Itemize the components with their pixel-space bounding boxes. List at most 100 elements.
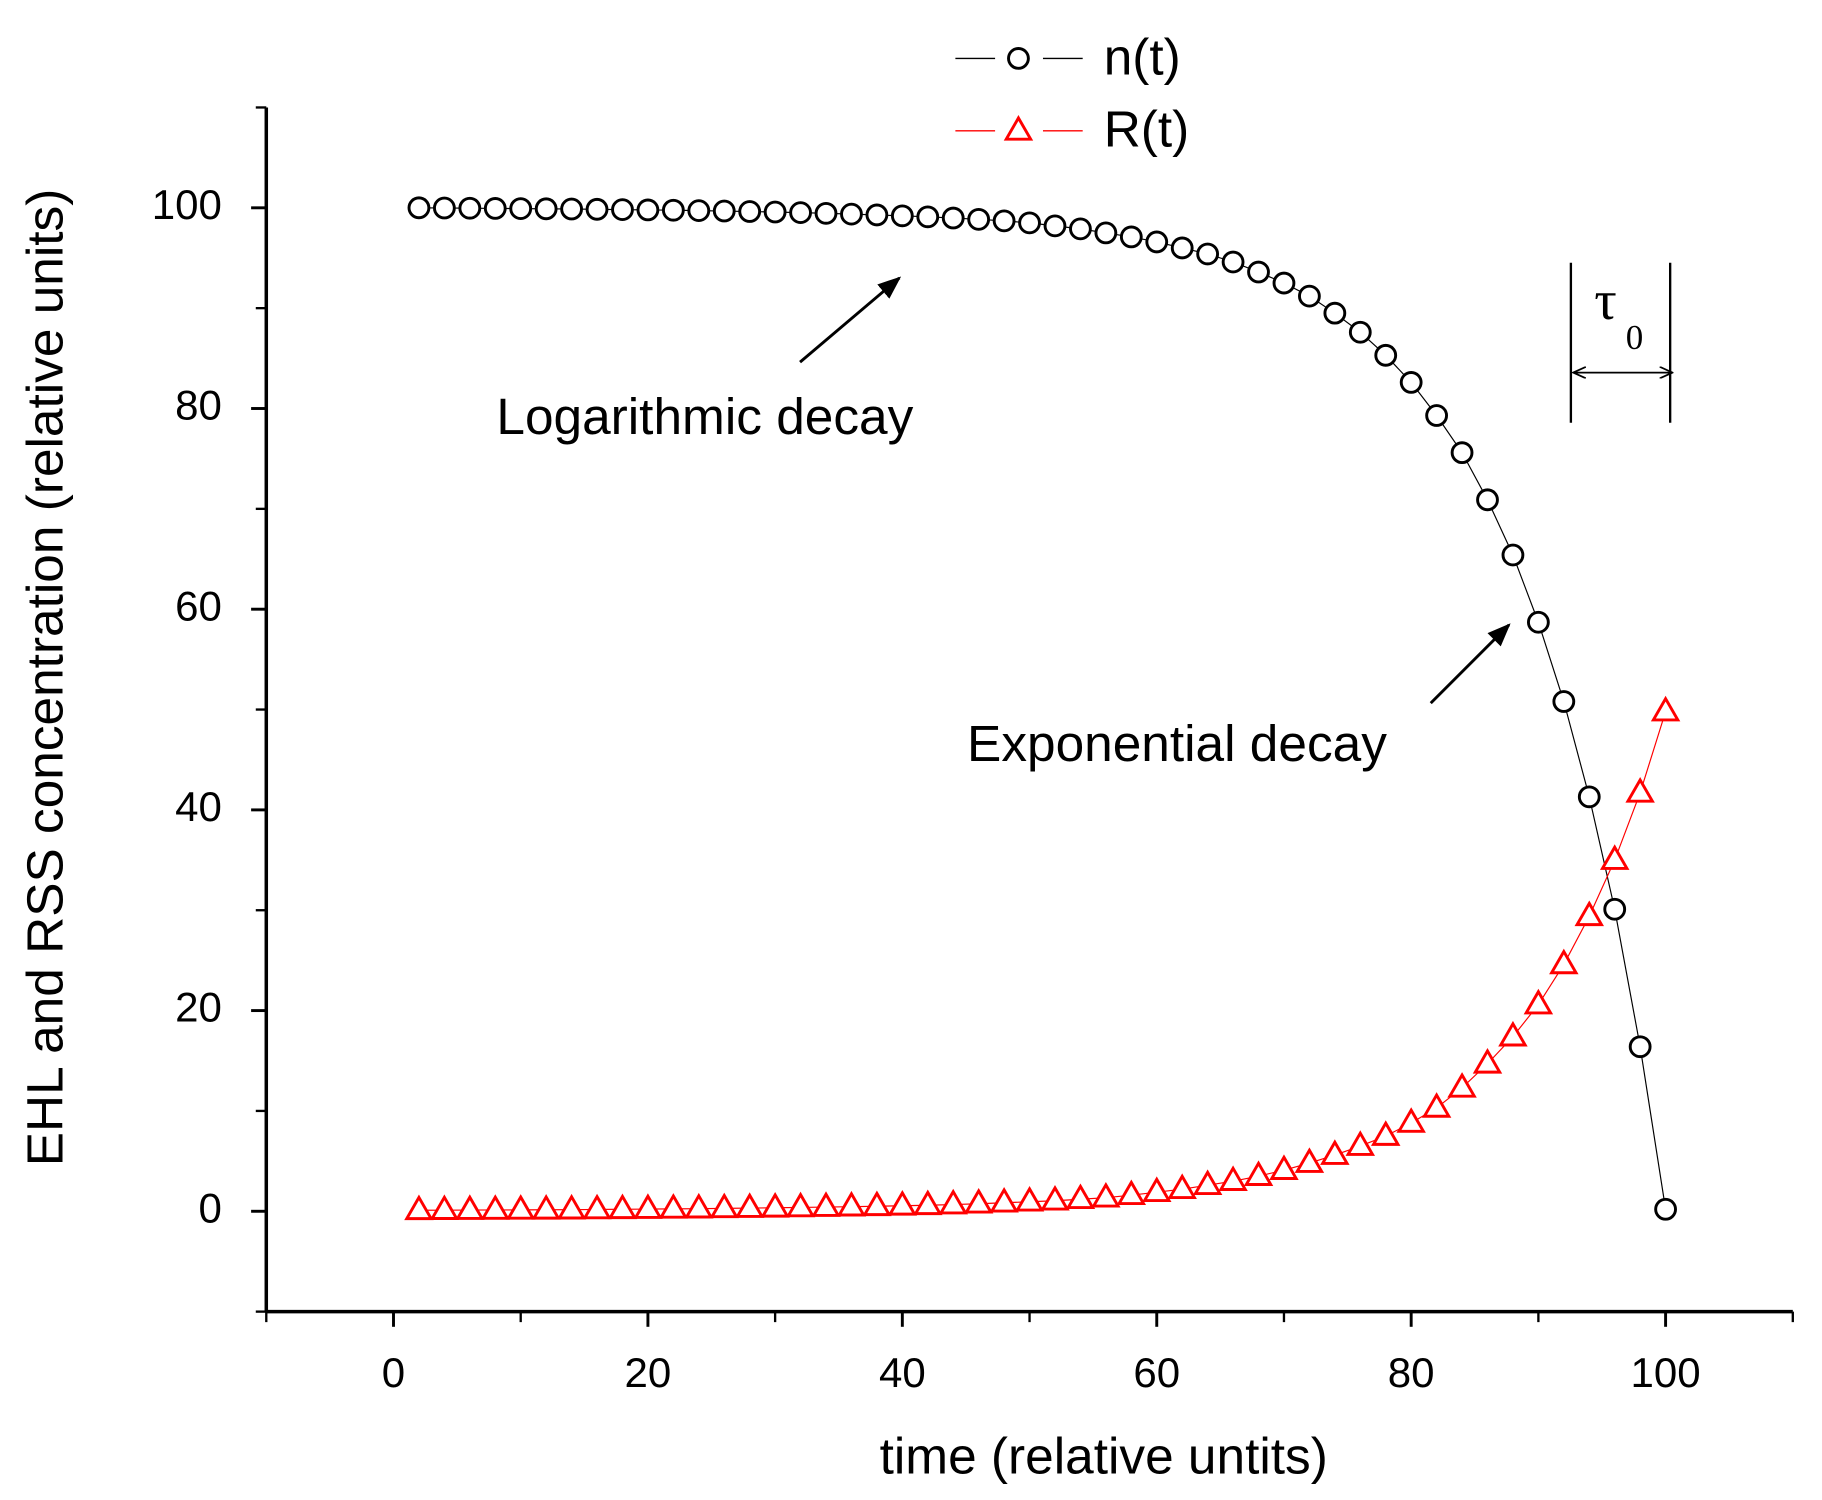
data-point [582, 1193, 612, 1220]
data-point [967, 207, 991, 231]
legend-label: R(t) [1104, 100, 1190, 158]
series-line [418, 711, 1667, 1211]
data-point [1142, 1176, 1172, 1203]
data-point [989, 1186, 1019, 1213]
data-point [814, 201, 838, 225]
data-point [1018, 211, 1041, 235]
tau-subscript: 0 [1626, 318, 1644, 357]
data-point [1628, 1035, 1652, 1059]
annotation: Logarithmic decay [496, 387, 913, 445]
data-point [938, 1188, 968, 1215]
data-point [1501, 543, 1525, 567]
data-point [509, 197, 533, 221]
data-point [941, 206, 965, 230]
data-point [712, 199, 736, 223]
data-point [1374, 343, 1398, 367]
data-point [1320, 1139, 1350, 1165]
data-point [556, 1193, 587, 1220]
data-point [1243, 1160, 1274, 1186]
y-tick-label: 100 [152, 181, 222, 228]
x-tick-label: 40 [879, 1349, 926, 1396]
data-point [1421, 1092, 1452, 1118]
data-point [1625, 777, 1655, 803]
y-axis-label: EHL and RSS concentration (relative unit… [16, 189, 74, 1167]
data-point [1094, 221, 1118, 245]
data-point [836, 1190, 867, 1217]
data-point [890, 204, 914, 228]
data-point [458, 196, 482, 220]
data-point [887, 1189, 918, 1216]
data-point [658, 1193, 689, 1219]
data-point [1599, 844, 1630, 870]
y-tick-label: 80 [175, 382, 222, 429]
data-point [1654, 1197, 1677, 1221]
data-point [1145, 230, 1169, 254]
legend-label: n(t) [1104, 27, 1181, 85]
data-point [1472, 1047, 1503, 1074]
data-point [585, 197, 609, 221]
data-point [1065, 1183, 1096, 1210]
data-point [432, 196, 456, 220]
data-point [1247, 260, 1270, 284]
data-point [684, 1192, 714, 1219]
x-tick-label: 20 [625, 1349, 672, 1396]
data-point [1069, 217, 1092, 241]
data-point [1014, 1185, 1045, 1212]
series-line [418, 207, 1667, 1210]
data-point [404, 1194, 434, 1221]
data-point [1298, 284, 1321, 308]
data-point [1425, 404, 1449, 427]
data-point [963, 1187, 994, 1214]
y-tick-label: 0 [199, 1184, 222, 1231]
data-point [407, 196, 431, 220]
data-point [840, 202, 863, 226]
data-point [1269, 1154, 1299, 1180]
data-point [1272, 271, 1296, 295]
data-point [1043, 214, 1067, 238]
data-point [1221, 250, 1245, 274]
annotation-arrow [799, 276, 902, 364]
data-point [1040, 1184, 1070, 1211]
y-tick-label: 60 [175, 582, 222, 629]
data-point [1650, 695, 1681, 722]
data-point [1196, 242, 1220, 266]
legend-marker [1007, 47, 1030, 70]
data-point [1294, 1147, 1325, 1173]
data-point [1345, 1130, 1376, 1156]
data-point [687, 199, 711, 223]
data-point [1399, 371, 1423, 394]
data-point [1348, 320, 1372, 344]
data-point [633, 1193, 663, 1219]
data-point [661, 198, 685, 222]
data-point [611, 198, 634, 222]
data-point [992, 209, 1016, 233]
data-point [760, 1191, 790, 1218]
data-point [1574, 900, 1604, 927]
data-point [1523, 988, 1554, 1015]
data-point [738, 200, 762, 223]
x-tick-label: 0 [382, 1349, 405, 1396]
data-point [1396, 1107, 1426, 1133]
data-point [1577, 785, 1601, 809]
data-point [1323, 301, 1347, 325]
data-point [916, 205, 940, 229]
data-point [607, 1193, 638, 1220]
data-point [1371, 1120, 1401, 1146]
data-point [1091, 1181, 1121, 1208]
data-point [789, 201, 812, 225]
data-point [636, 198, 660, 222]
x-tick-label: 100 [1631, 1349, 1701, 1396]
data-point [1116, 1179, 1147, 1206]
data-point [534, 197, 558, 221]
data-point [531, 1193, 561, 1220]
data-point [1447, 1072, 1477, 1098]
data-point [429, 1194, 460, 1220]
legend-marker [1003, 115, 1034, 141]
data-point [1498, 1020, 1528, 1047]
data-point [1119, 225, 1143, 249]
data-point [1167, 1173, 1197, 1200]
data-point [1549, 948, 1579, 975]
annotation: Exponential decay [967, 714, 1387, 772]
